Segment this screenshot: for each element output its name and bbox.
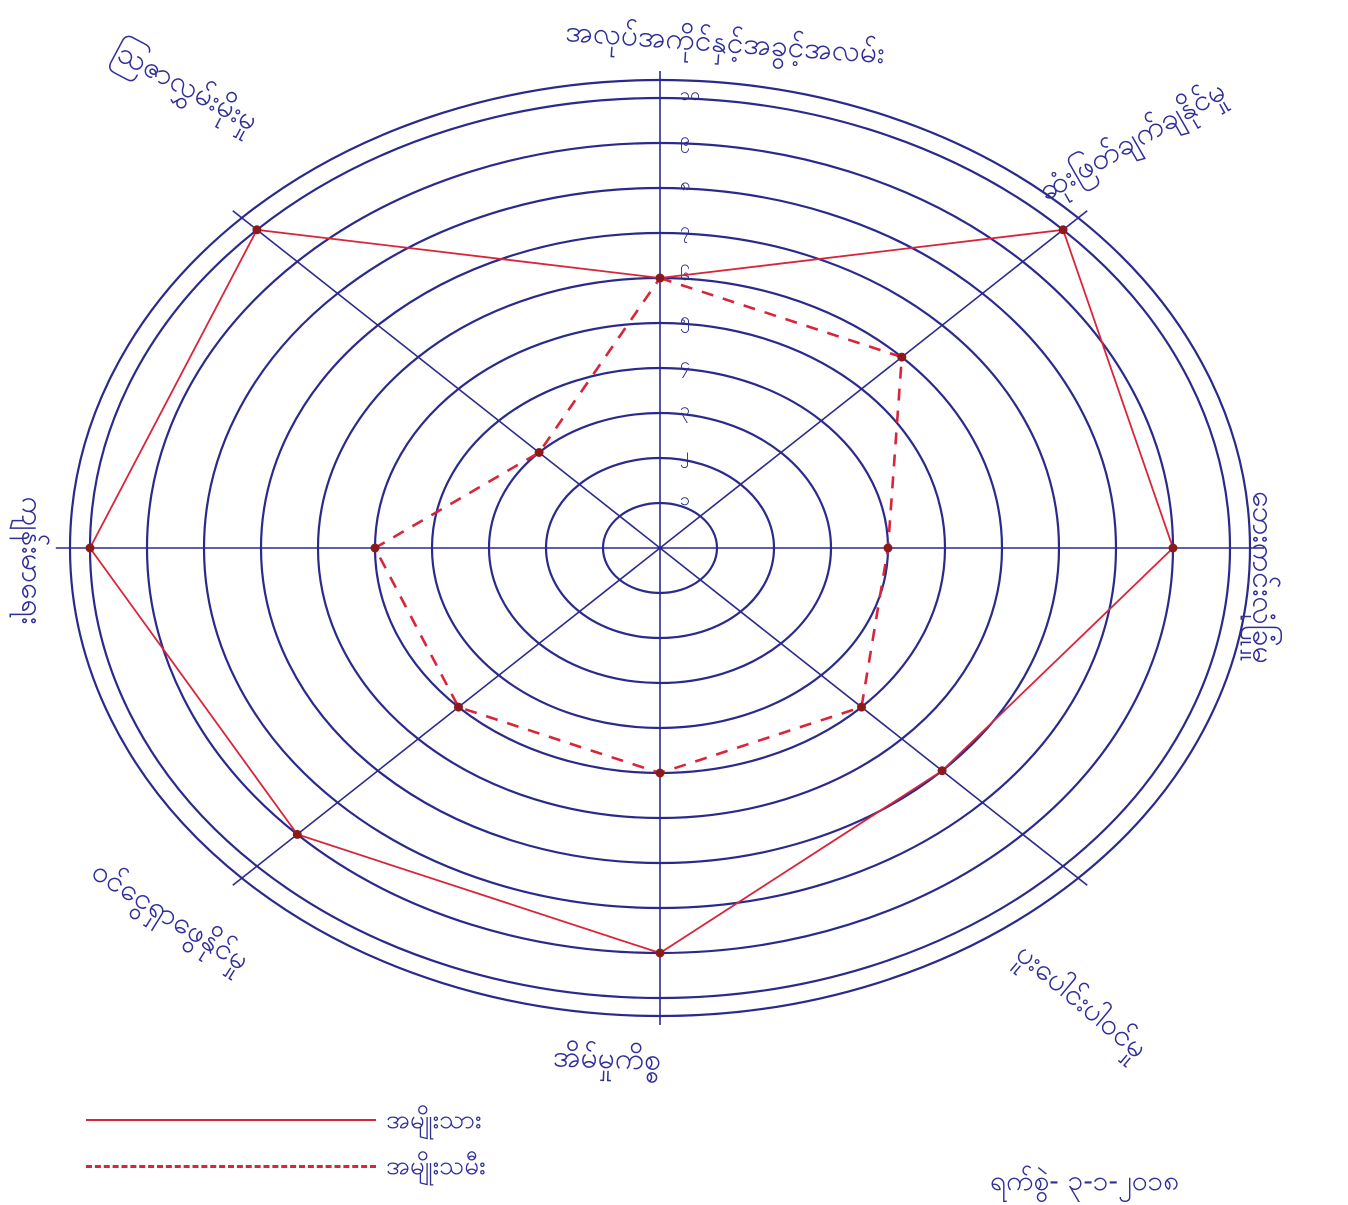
data-point-s0-a3 — [937, 766, 947, 776]
data-point-s0-a1 — [1058, 225, 1068, 235]
spoke-5 — [232, 547, 661, 886]
tick-label-4: ၄ — [680, 354, 690, 378]
axis-label-health: ကျန်းမာရေး — [14, 496, 50, 625]
data-point-s1-a7 — [534, 448, 544, 457]
tick-label-1: ၁ — [680, 489, 690, 510]
data-point-s1-a2 — [883, 543, 893, 553]
tick-label-7: ၇ — [680, 219, 690, 243]
tick-label-2: ၂ — [680, 444, 689, 468]
data-point-s1-a6 — [370, 543, 380, 553]
tick-label-9: ၉ — [680, 129, 690, 153]
legend-label-women: အမျိုးသမီး — [386, 1151, 486, 1181]
tick-label-5: ၅ — [680, 309, 690, 333]
legend-item-women: အမျိုးသမီး — [82, 1146, 542, 1186]
series-line-1 — [373, 276, 904, 775]
spoke-7 — [232, 210, 661, 549]
legend-item-men: အမျိုးသား — [82, 1100, 542, 1140]
spoke-3 — [659, 547, 1088, 886]
data-point-s0-a5 — [292, 829, 302, 839]
data-point-s1-a1 — [897, 352, 907, 362]
data-point-s1-a3 — [857, 702, 866, 712]
data-point-s0-a2 — [1168, 543, 1178, 553]
data-point-s1-a4 — [655, 768, 665, 778]
data-point-s0-a4 — [655, 948, 665, 958]
legend-swatch-dashed — [86, 1165, 376, 1168]
data-point-s0-a6 — [85, 543, 95, 553]
series-layer — [85, 225, 1178, 958]
data-point-s1-a5 — [454, 702, 463, 712]
tick-label-8: ၈ — [680, 174, 690, 195]
legend-label-men: အမျိုးသား — [386, 1105, 482, 1135]
axis-label-safety: ဘေးကင်းလုံခြုံမှု — [1245, 491, 1281, 664]
data-point-s1-a0 — [655, 273, 665, 283]
date-text: ရက်စွဲ- ၃-၁-၂၀၁၈ — [990, 1164, 1180, 1197]
tick-label-3: ၃ — [680, 399, 690, 423]
data-point-s0-a7 — [252, 225, 262, 235]
legend: အမျိုးသား အမျိုးသမီး — [82, 1100, 542, 1190]
axis-spokes — [55, 71, 1265, 1025]
axis-label-household-work: အိမ်မှုကိစ္စ — [552, 1039, 662, 1078]
tick-label-10: ၁၀ — [680, 84, 700, 105]
legend-swatch-solid — [86, 1119, 376, 1121]
spoke-1 — [659, 210, 1088, 549]
